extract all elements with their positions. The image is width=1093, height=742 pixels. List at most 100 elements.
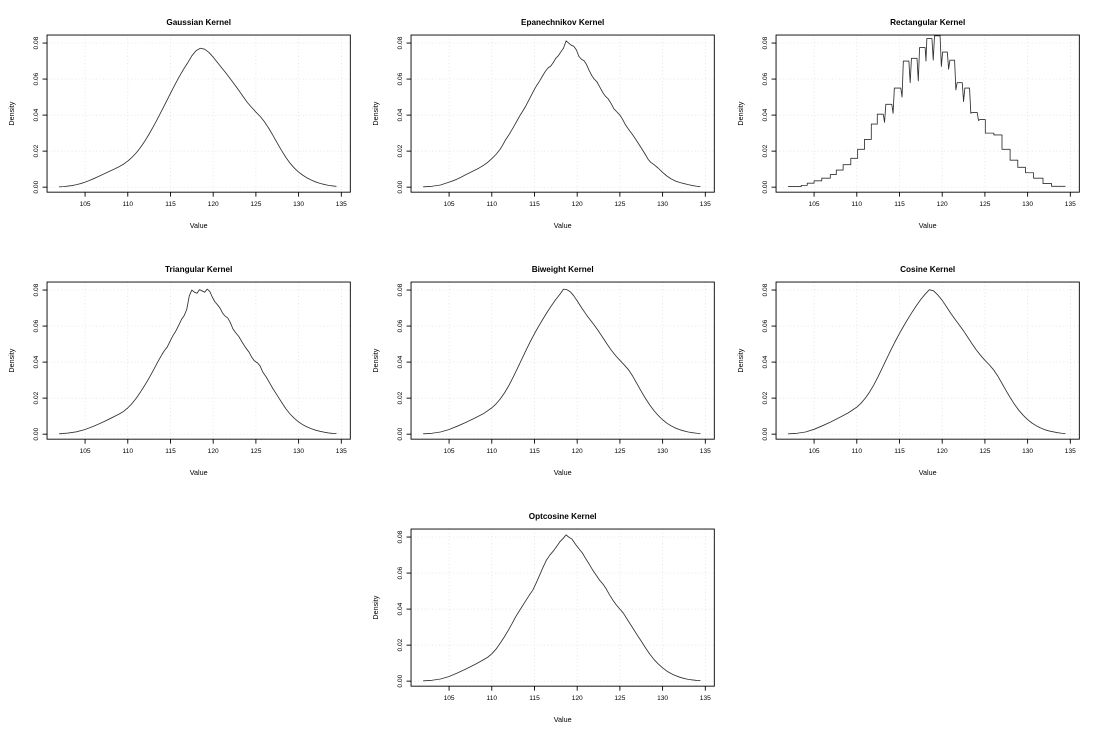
- density-curve: [423, 534, 701, 682]
- x-tick-label: 120: [208, 201, 219, 208]
- x-tick-label: 115: [894, 201, 905, 208]
- x-tick-label: 130: [293, 448, 304, 455]
- x-tick-label: 105: [80, 448, 91, 455]
- y-tick-label: 0.02: [762, 392, 769, 405]
- x-tick-label: 115: [165, 201, 176, 208]
- x-tick-label: 135: [336, 448, 347, 455]
- density-plot-gaussian: 105 110 115 120 125 130 135 0.00 0.02 0.04 0.06 0.0…: [0, 0, 364, 247]
- x-tick-label: 105: [444, 448, 455, 455]
- plot-svg: 105 110 115 120 125 130 135 0.00 0.02 0.04 0.06 0.0…: [371, 18, 716, 230]
- chart-title: Optcosine Kernel: [529, 512, 597, 521]
- y-tick-label: 0.02: [33, 144, 40, 157]
- chart-title: Triangular Kernel: [165, 265, 232, 274]
- y-tick-label: 0.08: [762, 36, 769, 49]
- y-tick-label: 0.00: [33, 428, 40, 441]
- y-tick-label: 0.04: [397, 356, 404, 369]
- plot-svg: 105 110 115 120 125 130 135 0.00 0.02 0.04 0.06 0.0…: [371, 512, 716, 725]
- plot-border: [410, 281, 716, 440]
- density-plot-optcosine: 105 110 115 120 125 130 135 0.00 0.02 0.04 0.06 0.0…: [364, 494, 728, 741]
- x-axis-label: Value: [190, 221, 208, 230]
- x-tick-label: 105: [444, 201, 455, 208]
- y-tick-label: 0.08: [33, 284, 40, 297]
- y-axis-label: Density: [371, 596, 380, 620]
- y-tick-label: 0.06: [762, 320, 769, 333]
- x-tick-label: 130: [1022, 448, 1033, 455]
- plot-border: [410, 529, 716, 688]
- y-tick-label: 0.00: [762, 180, 769, 193]
- chart-title: Gaussian Kernel: [166, 18, 231, 27]
- density-plot-cosine: 105 110 115 120 125 130 135 0.00 0.02 0.04 0.06 0.0…: [729, 247, 1093, 494]
- density-curve: [59, 288, 337, 435]
- y-tick-label: 0.06: [397, 320, 404, 333]
- y-tick-label: 0.00: [397, 675, 404, 688]
- x-axis-label: Value: [918, 468, 936, 477]
- density-plot-biweight: 105 110 115 120 125 130 135 0.00 0.02 0.04 0.06 0.0…: [364, 247, 728, 494]
- y-tick-label: 0.04: [397, 603, 404, 616]
- x-tick-label: 115: [530, 201, 541, 208]
- y-tick-label: 0.08: [762, 284, 769, 297]
- x-tick-label: 110: [487, 201, 498, 208]
- y-tick-label: 0.00: [397, 428, 404, 441]
- x-tick-label: 110: [123, 448, 134, 455]
- plot-border: [46, 281, 351, 440]
- y-tick-label: 0.08: [33, 36, 40, 49]
- y-tick-label: 0.06: [397, 72, 404, 85]
- x-tick-label: 130: [657, 696, 668, 703]
- y-tick-label: 0.08: [397, 36, 404, 49]
- x-tick-label: 125: [250, 201, 261, 208]
- x-tick-label: 120: [936, 448, 947, 455]
- x-tick-label: 125: [250, 448, 261, 455]
- density-curve: [787, 35, 1066, 187]
- plot-border: [410, 34, 716, 193]
- y-tick-label: 0.08: [397, 284, 404, 297]
- chart-title: Biweight Kernel: [532, 265, 594, 274]
- x-tick-label: 105: [808, 448, 819, 455]
- x-tick-label: 125: [615, 201, 626, 208]
- x-tick-label: 135: [1064, 201, 1075, 208]
- y-tick-label: 0.04: [762, 356, 769, 369]
- x-tick-label: 135: [336, 201, 347, 208]
- x-tick-label: 120: [572, 448, 583, 455]
- x-tick-label: 135: [1064, 448, 1075, 455]
- x-tick-label: 130: [1022, 201, 1033, 208]
- x-tick-label: 120: [572, 696, 583, 703]
- y-tick-label: 0.06: [33, 320, 40, 333]
- y-tick-label: 0.04: [33, 356, 40, 369]
- plot-border: [46, 34, 351, 193]
- x-axis-label: Value: [554, 716, 572, 725]
- y-axis-label: Density: [371, 101, 380, 125]
- x-tick-label: 115: [165, 448, 176, 455]
- x-tick-label: 115: [530, 448, 541, 455]
- x-tick-label: 120: [936, 201, 947, 208]
- y-tick-label: 0.00: [397, 180, 404, 193]
- density-plot-triangular: 105 110 115 120 125 130 135 0.00 0.02 0.04 0.06 0.0…: [0, 247, 364, 494]
- y-tick-label: 0.04: [397, 108, 404, 121]
- plot-svg: 105 110 115 120 125 130 135 0.00 0.02 0.04 0.06 0.0…: [7, 18, 351, 230]
- x-axis-label: Value: [554, 468, 572, 477]
- density-plot-epanechnikov: 105 110 115 120 125 130 135 0.00 0.02 0.04 0.06 0.0…: [364, 0, 728, 247]
- chart-title: Cosine Kernel: [900, 265, 955, 274]
- y-tick-label: 0.02: [397, 392, 404, 405]
- density-curve: [423, 288, 701, 435]
- x-tick-label: 130: [657, 448, 668, 455]
- y-tick-label: 0.06: [397, 567, 404, 580]
- y-tick-label: 0.04: [33, 108, 40, 121]
- y-tick-label: 0.02: [762, 144, 769, 157]
- x-tick-label: 110: [487, 448, 498, 455]
- x-tick-label: 105: [80, 201, 91, 208]
- y-axis-label: Density: [7, 101, 16, 125]
- x-tick-label: 110: [487, 696, 498, 703]
- density-plot-rectangular: 105 110 115 120 125 130 135 0.00 0.02 0.04 0.06 0.0…: [729, 0, 1093, 247]
- y-tick-label: 0.06: [33, 72, 40, 85]
- x-tick-label: 130: [293, 201, 304, 208]
- y-axis-label: Density: [736, 101, 745, 125]
- y-tick-label: 0.06: [762, 72, 769, 85]
- x-tick-label: 125: [979, 201, 990, 208]
- y-tick-label: 0.00: [33, 180, 40, 193]
- x-tick-label: 110: [851, 201, 862, 208]
- x-tick-label: 120: [572, 201, 583, 208]
- y-tick-label: 0.02: [33, 392, 40, 405]
- x-axis-label: Value: [190, 468, 208, 477]
- y-tick-label: 0.02: [397, 144, 404, 157]
